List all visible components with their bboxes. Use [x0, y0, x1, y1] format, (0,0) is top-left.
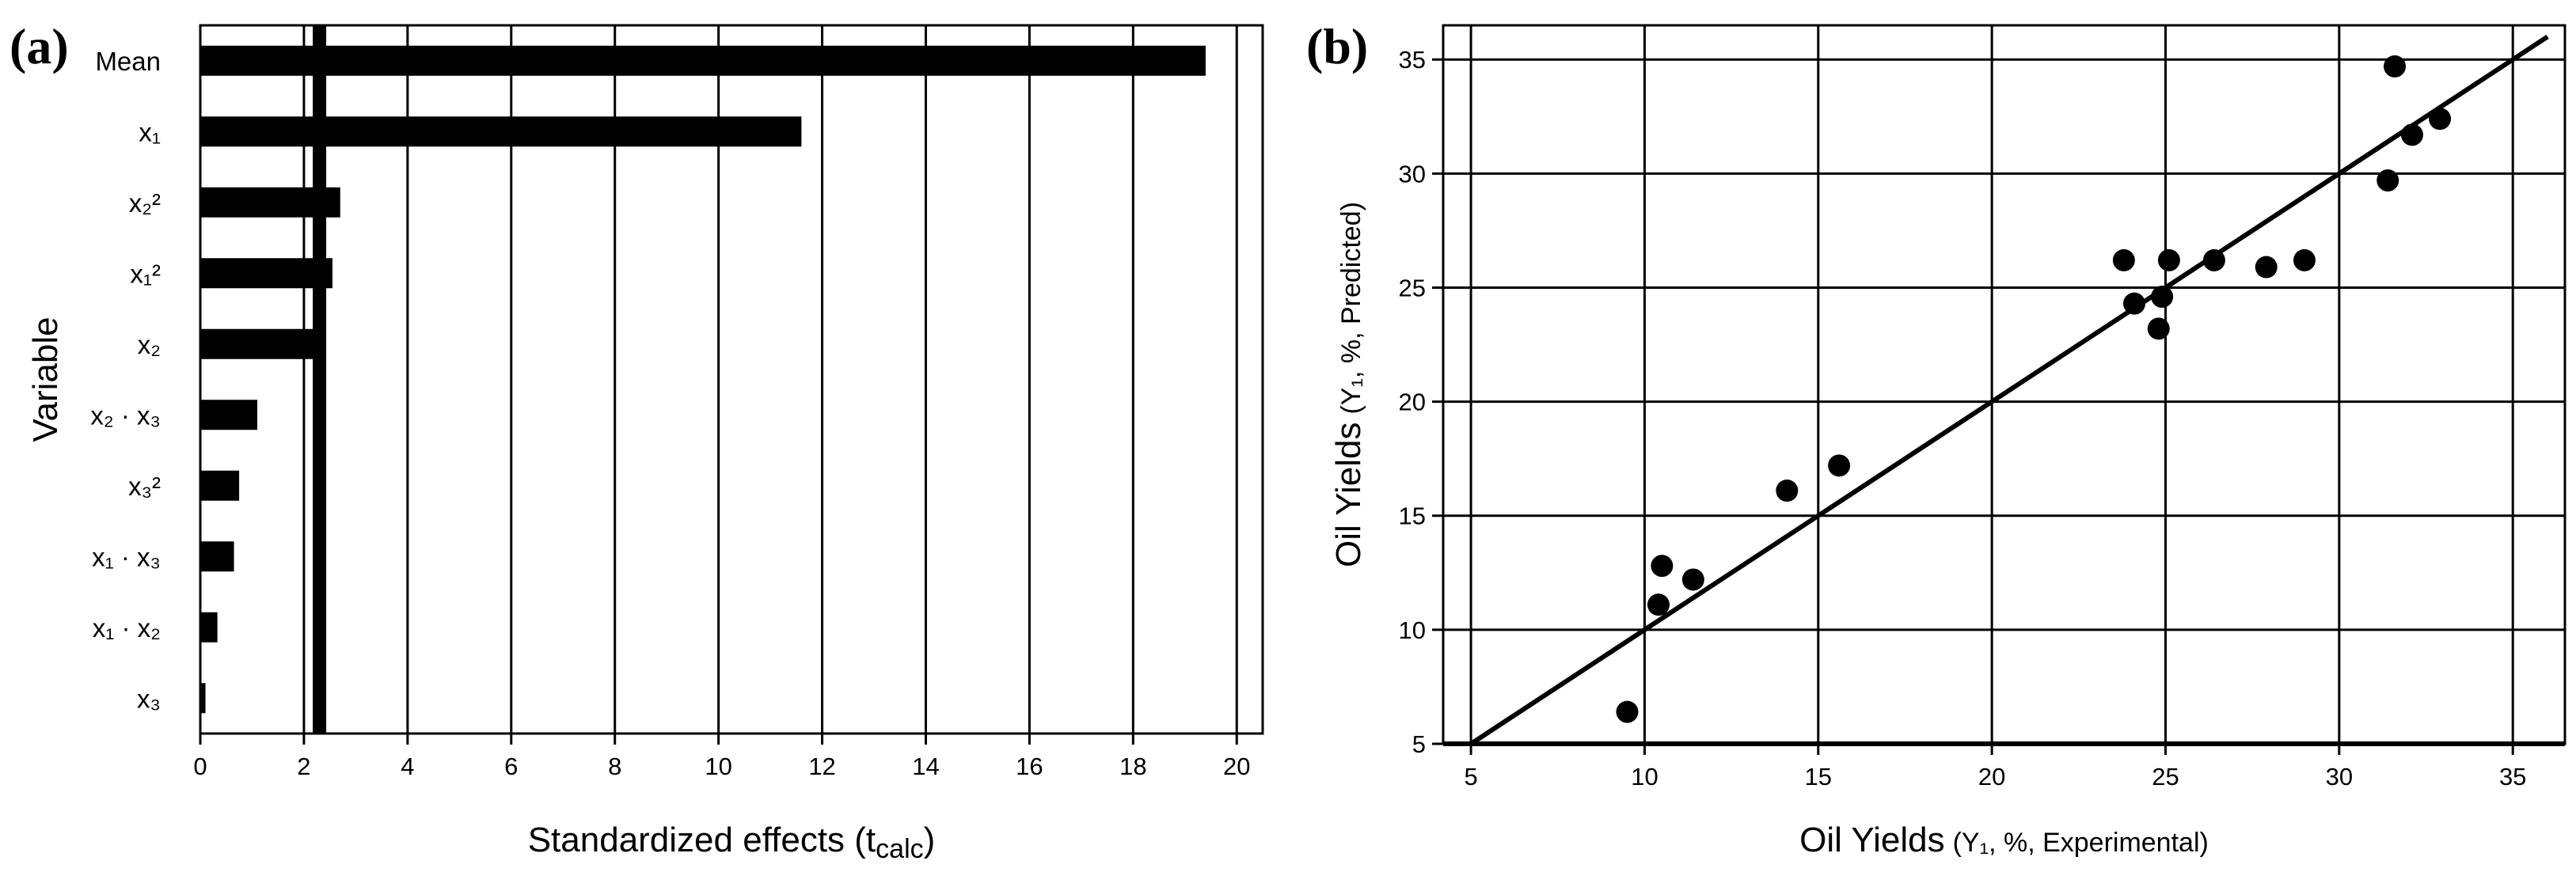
panel-b-x-tick-label: 25	[2152, 763, 2179, 790]
panel-a-label: (a)	[9, 18, 69, 74]
panel-a-y-axis-title: Variable	[26, 317, 65, 442]
panel-b-data-point	[2384, 55, 2407, 78]
panel-b-x-tick-label: 30	[2326, 763, 2353, 790]
panel-b-x-tick-label: 20	[1978, 763, 2005, 790]
panel-b-x-tick-label: 10	[1631, 763, 1658, 790]
panel-b-y-tick-label: 5	[1412, 730, 1426, 758]
panel-b-data-point	[1616, 700, 1639, 723]
panel-a-category-label: x₃	[137, 684, 161, 713]
panel-a-bar	[200, 470, 240, 501]
panel-b-label: (b)	[1306, 18, 1368, 74]
panel-a-x-tick-label: 0	[193, 753, 207, 780]
panel-a-x-tick-label: 10	[705, 753, 731, 780]
panel-b-y-tick-label: 25	[1399, 274, 1426, 301]
panel-a-x-tick-label: 12	[808, 753, 835, 780]
panel-a-bar	[200, 258, 332, 289]
panel-b-parity-plot: (b) 5 10 15 20 25 30 35 5 10 15 20 25 30 35 Oil Yield…	[1306, 18, 2567, 859]
panel-a-bar	[200, 612, 218, 643]
panel-b-points	[1616, 55, 2452, 723]
panel-b-gridlines	[1443, 25, 2565, 745]
panel-a-bar	[200, 683, 206, 714]
panel-b-data-point	[2400, 123, 2423, 146]
panel-a-x-tick-label: 18	[1119, 753, 1146, 780]
panel-b-data-point	[1776, 480, 1799, 502]
panel-a-category-label: x₁	[139, 117, 161, 146]
panel-b-fit-line	[1469, 34, 2549, 746]
panel-a-x-ticks: 0 2 4 6 8 10 12 14 16 18 20	[193, 734, 1251, 780]
panel-b-y-axis-title: Oil Yields(Y₁, %, Predicted)	[1329, 202, 1368, 567]
panel-a-bar	[200, 116, 802, 147]
panel-b-data-point	[1828, 454, 1851, 477]
panel-a-x-tick-label: 2	[297, 753, 310, 780]
panel-a-bar	[200, 400, 258, 430]
panel-b-y-tick-label: 30	[1399, 160, 1426, 188]
panel-a-category-label: x₂ · x₃	[90, 400, 161, 430]
panel-a-category-label: Mean	[95, 47, 161, 76]
panel-a-x-tick-label: 16	[1016, 753, 1043, 780]
panel-a-plot-frame	[199, 24, 1264, 735]
panel-b-data-point	[1681, 568, 1704, 591]
panel-b-data-point	[2377, 169, 2399, 192]
panel-b-data-point	[2147, 317, 2170, 340]
panel-b-data-point	[2255, 256, 2278, 279]
panel-b-data-point	[2429, 108, 2452, 131]
panel-b-y-tick-label: 10	[1399, 616, 1426, 644]
panel-a-x-axis-title: Standardized effects (tcalc)	[528, 821, 936, 864]
panel-b-y-tick-label: 35	[1399, 46, 1426, 74]
panel-b-x-tick-label: 5	[1464, 763, 1477, 790]
panel-a-x-tick-label: 8	[608, 753, 621, 780]
panel-a-bar	[200, 328, 322, 359]
panel-a-x-tick-label: 14	[912, 753, 939, 780]
panel-b-data-point	[2293, 248, 2316, 271]
panel-a-x-tick-label: 20	[1223, 753, 1250, 780]
panel-a-bar	[200, 45, 1206, 76]
panel-b-y-tick-label: 20	[1399, 389, 1426, 416]
panel-a-bar	[200, 541, 234, 572]
panel-b-data-point	[2157, 248, 2180, 271]
panel-a-category-label: x₂	[138, 330, 161, 359]
panel-b-data-point	[1651, 555, 1674, 578]
panel-a-category-label: x₁ · x₂	[93, 613, 161, 643]
panel-b-x-tick-label: 15	[1805, 763, 1832, 790]
panel-a-bars	[200, 45, 1206, 714]
panel-b-x-axis-title: Oil Yields (Y₁, %, Experimental)	[1799, 821, 2209, 859]
panel-a-category-label: x₁²	[130, 259, 161, 288]
panel-b-data-point	[2123, 292, 2146, 315]
panel-a-category-labels: Mean x₁ x₂² x₁² x₂ x₂ · x₃ x₃² x₁ · x₃ x₁ · x₂ x₃	[90, 47, 161, 714]
panel-b-y-tick-label: 15	[1399, 502, 1426, 530]
panel-b-x-tick-label: 35	[2499, 763, 2526, 790]
panel-a-effects-chart: (a) 0 2 4 6 8 10 12 14 16 18 20 Mean x₁ x₂² x₁² x₂ x₂ ·…	[9, 18, 1264, 864]
panel-b-data-point	[1647, 593, 1670, 616]
panel-a-category-label: x₃²	[128, 472, 161, 501]
panel-b-data-point	[2202, 248, 2225, 271]
panel-a-category-label: x₁ · x₃	[92, 542, 161, 571]
panel-b-data-point	[2112, 248, 2135, 271]
panel-b-data-point	[2151, 286, 2174, 309]
panel-b-ticks: 5 10 15 20 25 30 35 5 10 15 20 25 30 35	[1399, 46, 2565, 790]
panel-a-x-tick-label: 4	[401, 753, 414, 780]
panel-a-category-label: x₂²	[129, 188, 161, 218]
panel-a-x-tick-label: 6	[504, 753, 518, 780]
